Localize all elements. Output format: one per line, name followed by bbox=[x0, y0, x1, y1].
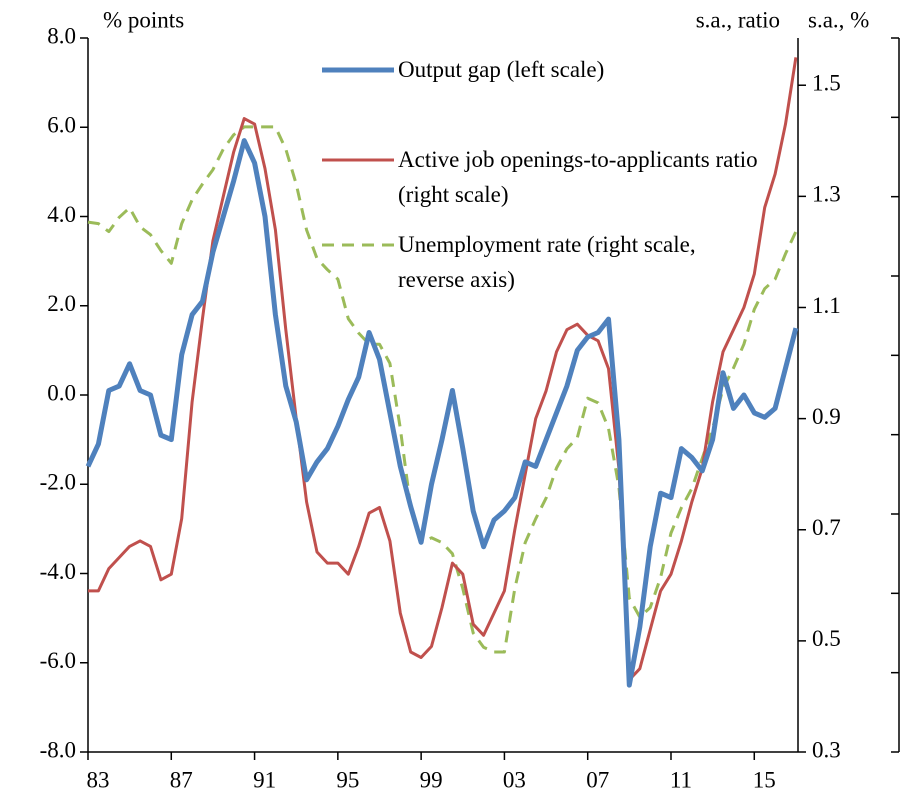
y-tick-label: 2.0 bbox=[47, 291, 76, 316]
legend-label: Output gap (left scale) bbox=[398, 57, 605, 82]
series-line bbox=[85, 138, 799, 688]
y2-tick-label: 0.9 bbox=[812, 404, 841, 429]
legend-label: Active job openings-to-applicants ratio … bbox=[398, 147, 758, 207]
y2-tick-label: 0.7 bbox=[812, 515, 841, 540]
legend-label: Unemployment rate (right scale, reverse … bbox=[398, 232, 696, 292]
y-tick-label: -8.0 bbox=[40, 737, 76, 762]
x-tick-label: 83 bbox=[87, 767, 110, 792]
y2-axis-label: s.a., ratio bbox=[696, 7, 780, 32]
y2-tick-label: 1.1 bbox=[812, 293, 841, 318]
y-tick-label: -6.0 bbox=[40, 648, 76, 673]
x-tick-label: 87 bbox=[170, 767, 193, 792]
y-tick-label: -4.0 bbox=[40, 559, 76, 584]
series-line bbox=[87, 125, 798, 654]
x-tick-label: 99 bbox=[420, 767, 443, 792]
y-axis-label: % points bbox=[103, 7, 184, 32]
x-tick-label: 95 bbox=[336, 767, 359, 792]
y-tick-label: 6.0 bbox=[47, 113, 76, 138]
y2-tick-label: 0.3 bbox=[812, 737, 841, 762]
x-tick-label: 07 bbox=[586, 767, 609, 792]
y2-tick-label: 1.5 bbox=[812, 71, 841, 96]
x-tick-label: 11 bbox=[670, 767, 692, 792]
x-tick-label: 91 bbox=[253, 767, 276, 792]
y2-tick-label: 0.5 bbox=[812, 626, 841, 651]
x-tick-label: 15 bbox=[753, 767, 776, 792]
y-tick-label: 0.0 bbox=[47, 380, 76, 405]
y-tick-label: 4.0 bbox=[47, 202, 76, 227]
y3-axis-label: s.a., % bbox=[808, 7, 869, 32]
y-tick-label: 8.0 bbox=[47, 23, 76, 48]
x-tick-label: 03 bbox=[503, 767, 526, 792]
y2-tick-label: 1.3 bbox=[812, 182, 841, 207]
y-tick-label: -2.0 bbox=[40, 470, 76, 495]
